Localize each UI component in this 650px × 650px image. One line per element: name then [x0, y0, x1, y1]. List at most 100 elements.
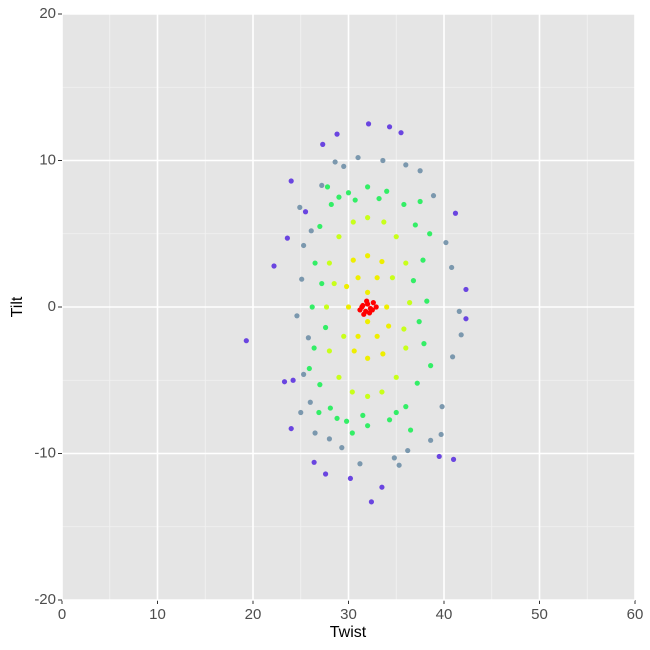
- point: [463, 286, 469, 293]
- point: [450, 456, 457, 462]
- point: [389, 275, 396, 281]
- point: [452, 210, 459, 216]
- point: [463, 316, 469, 322]
- point: [334, 131, 340, 137]
- point: [345, 190, 352, 196]
- point: [386, 124, 393, 130]
- point: [403, 162, 409, 168]
- point: [364, 298, 370, 304]
- point: [370, 300, 376, 306]
- point: [306, 365, 312, 372]
- point: [379, 258, 385, 265]
- point: [386, 417, 393, 423]
- point: [359, 304, 365, 310]
- point: [326, 436, 332, 442]
- point: [299, 276, 305, 282]
- point: [374, 333, 380, 339]
- point: [417, 198, 423, 205]
- point: [312, 430, 318, 436]
- point: [405, 447, 411, 454]
- point: [361, 311, 367, 317]
- point: [290, 377, 296, 383]
- point: [284, 235, 290, 241]
- point: [380, 157, 386, 164]
- point: [381, 219, 387, 225]
- point: [365, 289, 371, 295]
- point: [398, 130, 404, 136]
- point: [365, 215, 371, 221]
- point: [368, 499, 375, 505]
- point: [350, 219, 356, 225]
- point: [326, 260, 332, 266]
- point: [312, 260, 318, 266]
- point: [349, 430, 355, 436]
- point: [349, 389, 355, 395]
- point: [317, 382, 323, 388]
- point: [365, 121, 372, 127]
- point: [384, 304, 390, 310]
- point: [309, 304, 315, 310]
- point: [311, 345, 317, 351]
- point: [412, 222, 418, 228]
- point: [379, 389, 385, 395]
- point: [297, 204, 303, 210]
- point: [365, 423, 371, 429]
- point: [281, 379, 288, 385]
- point: [393, 374, 399, 380]
- point: [365, 253, 371, 259]
- y-tick-label: 10: [39, 151, 56, 168]
- point: [322, 324, 329, 331]
- point: [456, 308, 462, 314]
- point: [438, 431, 444, 438]
- point: [357, 461, 363, 467]
- point: [410, 278, 417, 284]
- point: [341, 333, 347, 339]
- y-tick-label: 0: [48, 298, 56, 315]
- point: [311, 459, 317, 465]
- point: [414, 380, 420, 386]
- point: [365, 393, 371, 399]
- point: [243, 338, 249, 344]
- y-axis-title: Tilt: [9, 296, 26, 317]
- point: [336, 374, 342, 380]
- point: [376, 195, 382, 202]
- point: [355, 154, 361, 161]
- point: [430, 193, 437, 199]
- point: [443, 239, 449, 246]
- point: [360, 412, 366, 419]
- point: [271, 263, 277, 269]
- point: [298, 409, 304, 416]
- point: [458, 332, 464, 338]
- x-axis-title: Twist: [330, 624, 367, 641]
- point: [396, 462, 402, 468]
- point: [391, 455, 397, 461]
- point: [403, 404, 409, 410]
- x-tick-label: 10: [149, 606, 166, 623]
- x-tick-label: 0: [58, 606, 66, 623]
- point: [449, 354, 456, 360]
- point: [316, 409, 322, 416]
- point: [355, 275, 361, 281]
- point: [323, 304, 330, 310]
- point: [436, 453, 442, 460]
- y-tick-label: -20: [34, 591, 56, 608]
- x-tick-label: 20: [245, 606, 262, 623]
- x-tick-label: 50: [531, 606, 548, 623]
- point: [427, 231, 433, 237]
- point: [420, 257, 426, 263]
- y-tick-label: 20: [39, 5, 56, 22]
- point: [355, 333, 361, 339]
- point: [345, 304, 352, 310]
- point: [365, 355, 371, 361]
- point: [417, 168, 423, 174]
- point: [439, 404, 445, 410]
- point: [347, 475, 354, 482]
- point: [301, 371, 307, 377]
- point: [407, 300, 413, 306]
- point: [341, 163, 347, 169]
- point: [350, 257, 356, 263]
- point: [319, 182, 325, 189]
- point: [401, 326, 407, 332]
- point: [416, 319, 422, 325]
